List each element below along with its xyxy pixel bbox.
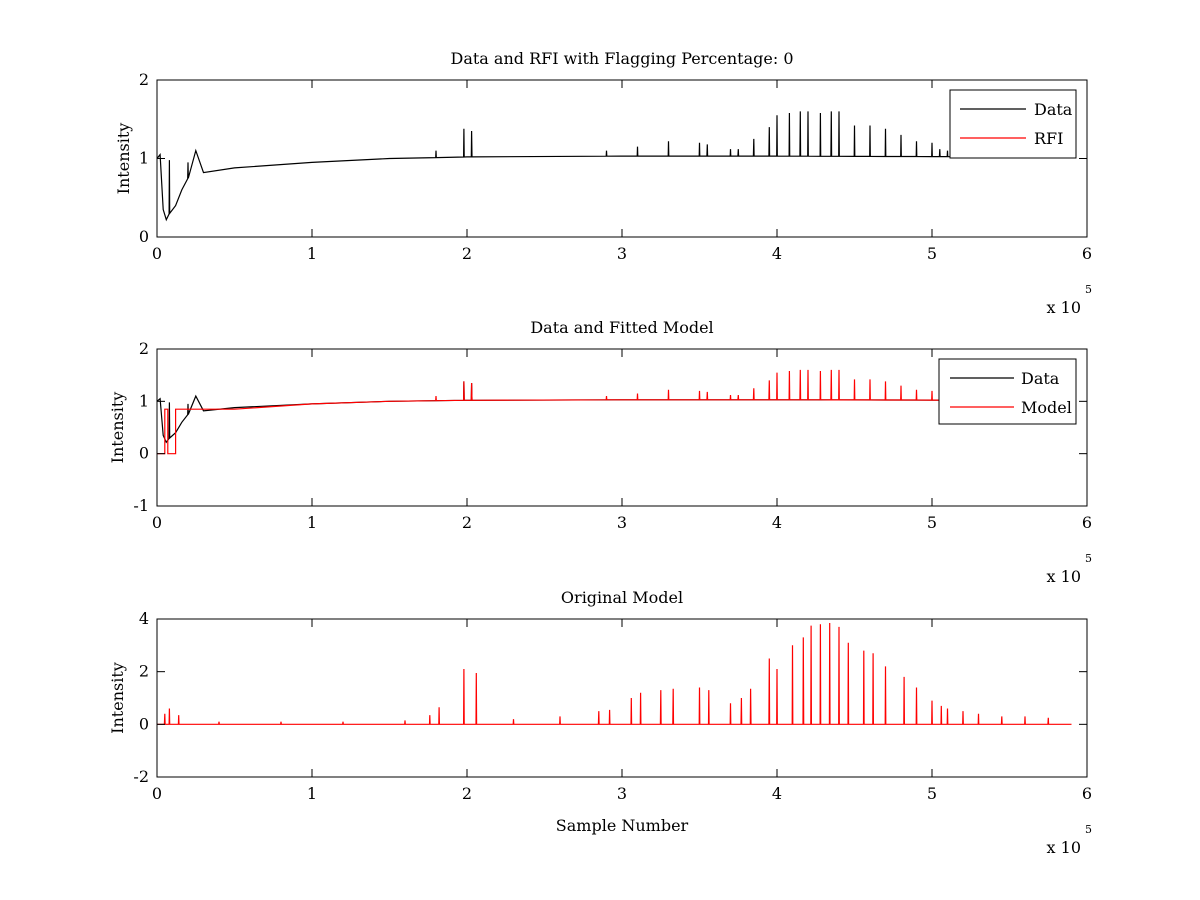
series-line-model bbox=[157, 622, 1072, 725]
subplot-1: 0 1 2 3 4 5 6 0 1 2 Data and RFI with Flagging Per… bbox=[114, 49, 1092, 317]
y-tick-label: -2 bbox=[133, 767, 149, 786]
x-tick-label: 4 bbox=[772, 244, 782, 263]
y-tick-label: 2 bbox=[139, 70, 149, 89]
x-tick-label: 5 bbox=[927, 244, 937, 263]
y-tick-label: 1 bbox=[139, 149, 149, 168]
x-tick-label: 0 bbox=[152, 784, 162, 803]
x-tick-label: 4 bbox=[772, 784, 782, 803]
x-multiplier-exponent: 5 bbox=[1085, 823, 1092, 836]
legend-box bbox=[938, 358, 1077, 425]
x-multiplier-exponent: 5 bbox=[1085, 283, 1092, 296]
legend-label-rfi: RFI bbox=[1034, 129, 1063, 148]
series-line-model bbox=[157, 369, 1049, 455]
x-tick-label: 5 bbox=[927, 513, 937, 532]
y-axis-label: Intensity bbox=[108, 392, 127, 464]
subplot-title: Data and Fitted Model bbox=[530, 318, 713, 337]
legend-label-data: Data bbox=[1034, 100, 1073, 119]
x-tick-label: 2 bbox=[462, 513, 472, 532]
x-tick-label: 0 bbox=[152, 513, 162, 532]
x-tick-label: 6 bbox=[1082, 244, 1092, 263]
subplot-title: Data and RFI with Flagging Percentage: 0 bbox=[450, 49, 793, 68]
legend-box bbox=[949, 89, 1077, 159]
y-tick-label: 0 bbox=[139, 227, 149, 246]
x-tick-label: 4 bbox=[772, 513, 782, 532]
x-tick-label: 1 bbox=[307, 513, 317, 532]
x-tick-label: 2 bbox=[462, 244, 472, 263]
x-multiplier: x 10 bbox=[1047, 838, 1081, 857]
y-tick-label: 4 bbox=[139, 609, 149, 628]
y-axis-label: Intensity bbox=[114, 123, 133, 195]
plot-area bbox=[157, 369, 1049, 455]
legend-label-data: Data bbox=[1021, 369, 1060, 388]
plot-area bbox=[157, 111, 1049, 222]
x-tick-label: 6 bbox=[1082, 784, 1092, 803]
y-tick-label: 1 bbox=[139, 391, 149, 410]
x-tick-label: 2 bbox=[462, 784, 472, 803]
series-line-data bbox=[157, 111, 1049, 222]
x-multiplier-exponent: 5 bbox=[1085, 552, 1092, 565]
legend: Data RFI bbox=[949, 89, 1077, 159]
legend: Data Model bbox=[938, 358, 1077, 425]
x-multiplier: x 10 bbox=[1047, 567, 1081, 586]
x-multiplier: x 10 bbox=[1047, 298, 1081, 317]
y-axis-label: Intensity bbox=[108, 662, 127, 734]
x-tick-label: 1 bbox=[307, 784, 317, 803]
x-axis-label: Sample Number bbox=[556, 816, 689, 835]
legend-label-model: Model bbox=[1021, 398, 1072, 417]
x-tick-label: 0 bbox=[152, 244, 162, 263]
x-tick-label: 3 bbox=[617, 784, 627, 803]
x-tick-label: 1 bbox=[307, 244, 317, 263]
subplot-title: Original Model bbox=[561, 588, 683, 607]
y-tick-label: 2 bbox=[139, 662, 149, 681]
plot-area bbox=[157, 622, 1072, 725]
y-tick-label: 0 bbox=[139, 444, 149, 463]
x-tick-label: 5 bbox=[927, 784, 937, 803]
x-tick-label: 3 bbox=[617, 513, 627, 532]
y-tick-label: -1 bbox=[133, 496, 149, 515]
y-tick-label: 2 bbox=[139, 339, 149, 358]
y-tick-label: 0 bbox=[139, 714, 149, 733]
x-tick-label: 3 bbox=[617, 244, 627, 263]
x-tick-label: 6 bbox=[1082, 513, 1092, 532]
